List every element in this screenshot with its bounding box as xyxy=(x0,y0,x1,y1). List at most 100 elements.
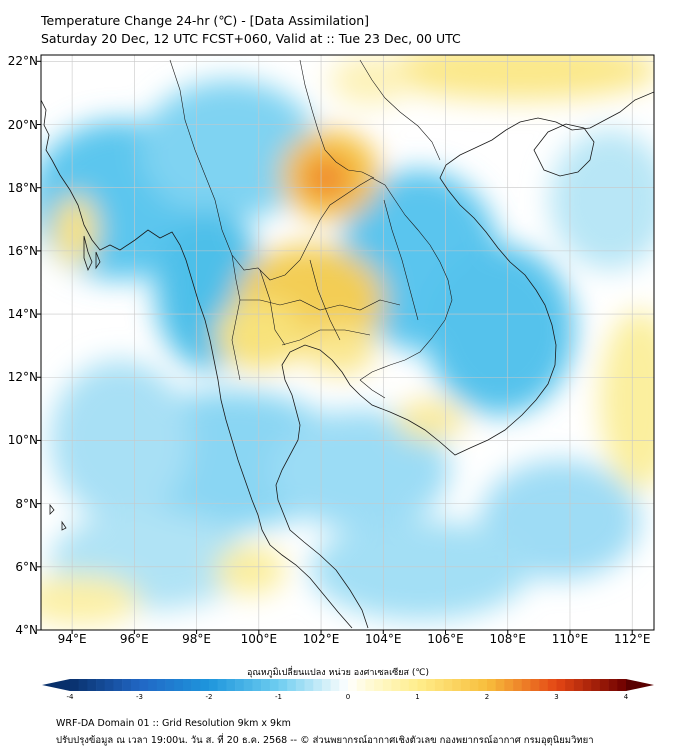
colorbar-cell xyxy=(365,679,375,691)
colorbar-cell xyxy=(78,679,88,691)
colorbar-cell xyxy=(408,679,418,691)
colorbar-cell xyxy=(182,679,192,691)
border xyxy=(281,329,371,346)
colorbar-cell xyxy=(209,679,218,691)
lat-tick-label: 8°N xyxy=(15,496,38,511)
colorbar-cell xyxy=(565,679,575,691)
colorbar-cell xyxy=(382,679,392,691)
colorbar-cell xyxy=(252,679,262,691)
colorbar-cell xyxy=(469,679,479,691)
coastline-hainan xyxy=(533,123,595,177)
colorbar-cell xyxy=(495,679,505,691)
coastline-bay-of-bengal xyxy=(41,99,353,629)
colorbar xyxy=(42,679,654,691)
colorbar-cell xyxy=(243,679,253,691)
colorbar-cell xyxy=(339,679,349,691)
colorbar-cell xyxy=(599,679,609,691)
colorbar-cell xyxy=(70,679,79,691)
colorbar-cell xyxy=(287,679,297,691)
colorbar-cell xyxy=(348,679,357,691)
coastline-gulf-of-thailand xyxy=(275,91,654,629)
colorbar-tick-label: -1 xyxy=(275,693,282,701)
colorbar-cell xyxy=(521,679,531,691)
lat-tick-label: 4°N xyxy=(15,623,38,637)
border xyxy=(359,379,386,399)
border xyxy=(231,254,241,381)
lon-tick-label: 94°E xyxy=(57,632,87,646)
colorbar-cell xyxy=(443,679,453,691)
lon-tick-label: 98°E xyxy=(182,632,211,646)
lon-tick-label: 108°E xyxy=(489,632,527,646)
lat-tick-label: 12°N xyxy=(7,370,38,385)
coastline-andaman-islands xyxy=(83,235,101,272)
colorbar-cell xyxy=(617,679,627,691)
border xyxy=(299,59,375,179)
colorbar-label: อุณหภูมิเปลี่ยนแปลง หน่วย องศาเซลเซียส (… xyxy=(246,668,430,678)
colorbar-cell xyxy=(148,679,158,691)
colorbar-cell xyxy=(113,679,123,691)
colorbar-cell xyxy=(460,679,470,691)
field-blob xyxy=(380,55,654,100)
colorbar-cell xyxy=(191,679,201,691)
colorbar-cell xyxy=(200,679,210,691)
colorbar-cell xyxy=(452,679,462,691)
colorbar-cell xyxy=(122,679,132,691)
field-blob xyxy=(305,325,375,375)
colorbar-tick-label: 4 xyxy=(623,693,629,701)
border xyxy=(383,199,419,321)
field-blob xyxy=(270,410,450,530)
lat-tick-label: 10°N xyxy=(7,433,38,448)
map-frame xyxy=(40,54,655,631)
colorbar-cell xyxy=(417,679,427,691)
lat-tick-label: 6°N xyxy=(15,559,38,574)
lon-tick-label: 102°E xyxy=(302,632,340,646)
colorbar-cells xyxy=(70,679,627,691)
colorbar-cell xyxy=(156,679,166,691)
lat-tick-label: 20°N xyxy=(7,117,38,132)
colorbar-cell xyxy=(96,679,106,691)
colorbar-cell xyxy=(539,679,549,691)
colorbar-cell xyxy=(530,679,540,691)
colorbar-cell xyxy=(556,679,566,691)
colorbar-cell xyxy=(321,679,331,691)
colorbar-cell xyxy=(374,679,384,691)
colorbar-cell xyxy=(356,679,366,691)
lon-tick-label: 106°E xyxy=(427,632,464,646)
colorbar-cell xyxy=(313,679,323,691)
colorbar-max-arrow xyxy=(626,679,654,691)
field-blob xyxy=(50,360,190,520)
colorbar-cell xyxy=(391,679,401,691)
colorbar-cell xyxy=(217,679,227,691)
field-blob xyxy=(215,300,305,370)
border xyxy=(169,59,453,381)
colorbar-cell xyxy=(261,679,271,691)
field-blob xyxy=(600,310,654,490)
colorbar-cell xyxy=(295,679,305,691)
lat-tick-label: 16°N xyxy=(7,243,38,258)
national-borders xyxy=(169,59,453,399)
colorbar-cell xyxy=(591,679,601,691)
map-subtitle: Saturday 20 Dec, 12 UTC FCST+060, Valid … xyxy=(41,31,461,46)
colorbar-tick-label: -2 xyxy=(205,693,213,701)
lon-tick-label: 96°E xyxy=(119,632,149,646)
field-blob xyxy=(53,195,97,265)
field-blob xyxy=(215,545,285,595)
colorbar-cell xyxy=(400,679,410,691)
colorbar-cell xyxy=(573,679,583,691)
colorbar-tick-label: 3 xyxy=(554,693,559,701)
colorbar-cell xyxy=(304,679,314,691)
colorbar-cell xyxy=(487,679,496,691)
field-blob xyxy=(304,158,348,198)
colorbar-cell xyxy=(269,679,279,691)
footer-update-info: ปรับปรุงข้อมูล ณ เวลา 19:00น. วัน ส. ที่… xyxy=(56,735,594,746)
colorbar-cell xyxy=(513,679,523,691)
lon-tick-label: 112°E xyxy=(613,632,651,646)
field-blob xyxy=(395,400,465,440)
field-blob xyxy=(550,130,654,270)
colorbar-cell xyxy=(139,679,149,691)
field-blob xyxy=(330,55,410,105)
colorbar-cell xyxy=(434,679,444,691)
colorbar-cell xyxy=(478,679,488,691)
colorbar-min-arrow xyxy=(42,679,70,691)
field-blob xyxy=(140,80,320,220)
